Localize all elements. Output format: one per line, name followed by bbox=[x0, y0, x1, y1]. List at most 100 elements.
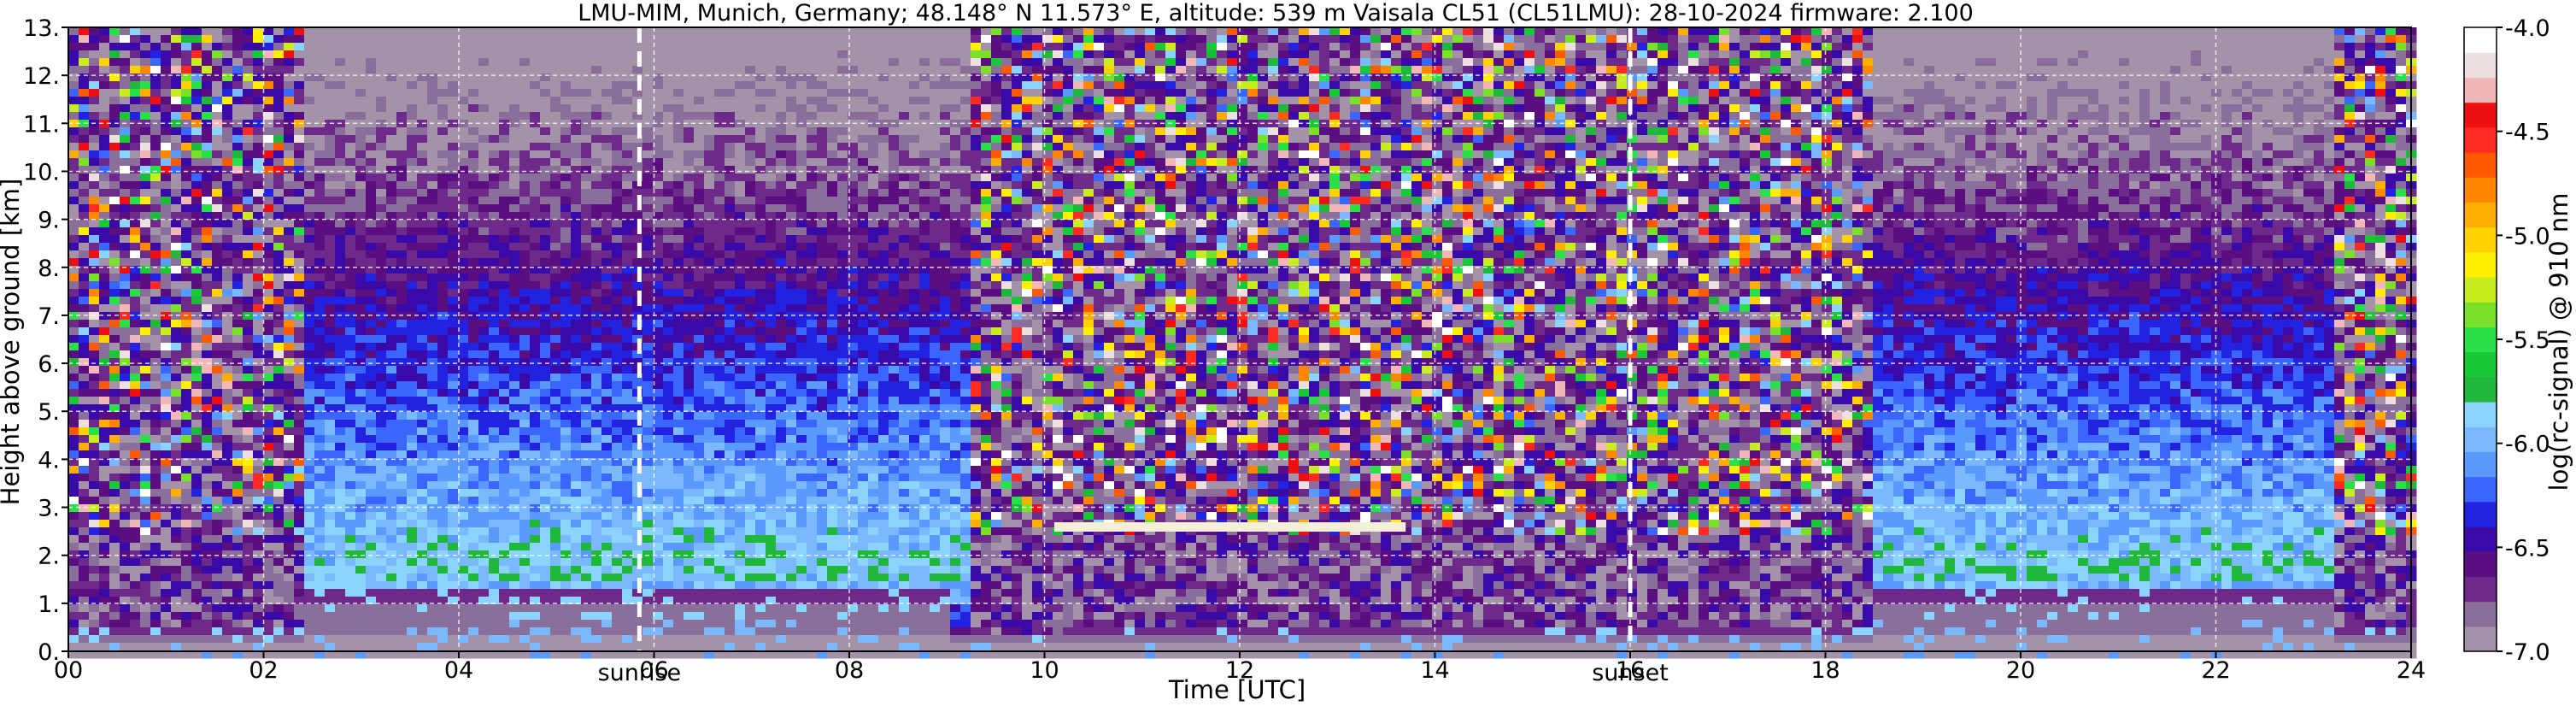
heatmap-cell bbox=[622, 558, 633, 567]
heatmap-cell bbox=[643, 50, 654, 59]
heatmap-cell bbox=[325, 643, 336, 651]
heatmap-cell bbox=[427, 289, 438, 297]
heatmap-cell bbox=[530, 220, 541, 228]
heatmap-cell bbox=[181, 366, 192, 374]
heatmap-cell bbox=[99, 358, 110, 367]
heatmap-cell bbox=[386, 404, 397, 413]
heatmap-cell bbox=[130, 427, 141, 436]
heatmap-cell bbox=[509, 212, 520, 221]
heatmap-cell bbox=[273, 35, 285, 44]
heatmap-cell bbox=[253, 612, 264, 621]
heatmap-cell bbox=[150, 89, 161, 97]
heatmap-cell bbox=[663, 289, 674, 297]
heatmap-cell bbox=[396, 112, 408, 121]
heatmap-cell bbox=[273, 297, 285, 305]
heatmap-cell bbox=[417, 174, 428, 182]
heatmap-cell bbox=[120, 297, 131, 305]
heatmap-cell bbox=[396, 543, 408, 551]
heatmap-cell bbox=[550, 281, 561, 290]
heatmap-cell bbox=[109, 381, 120, 390]
heatmap-cell bbox=[550, 266, 561, 274]
heatmap-cell bbox=[325, 174, 336, 182]
heatmap-cell bbox=[314, 89, 326, 97]
heatmap-cell bbox=[366, 504, 377, 513]
heatmap-cell bbox=[314, 520, 326, 528]
heatmap-cell bbox=[284, 474, 295, 482]
heatmap-cell bbox=[263, 304, 274, 313]
heatmap-cell bbox=[232, 435, 244, 444]
heatmap-cell bbox=[530, 466, 541, 474]
heatmap-cell bbox=[325, 97, 336, 105]
heatmap-cell bbox=[519, 335, 531, 344]
heatmap-cell bbox=[263, 358, 274, 367]
heatmap-cell bbox=[294, 189, 305, 197]
heatmap-cell bbox=[581, 327, 592, 336]
heatmap-cell bbox=[560, 381, 572, 390]
heatmap-cell bbox=[612, 50, 623, 59]
heatmap-cell bbox=[243, 650, 254, 659]
heatmap-cell bbox=[643, 458, 654, 467]
heatmap-cell bbox=[284, 327, 295, 336]
heatmap-cell bbox=[294, 643, 305, 651]
heatmap-cell bbox=[232, 597, 244, 605]
heatmap-cell bbox=[243, 597, 254, 605]
heatmap-cell bbox=[427, 427, 438, 436]
heatmap-cell bbox=[161, 112, 172, 121]
heatmap-cell bbox=[304, 74, 315, 82]
heatmap-cell bbox=[622, 220, 633, 228]
heatmap-cell bbox=[673, 420, 684, 428]
heatmap-cell bbox=[643, 127, 654, 136]
heatmap-cell bbox=[643, 89, 654, 97]
heatmap-cell bbox=[643, 504, 654, 513]
heatmap-cell bbox=[202, 612, 213, 621]
heatmap-cell bbox=[653, 250, 664, 259]
heatmap-cell bbox=[314, 550, 326, 559]
heatmap-cell bbox=[314, 374, 326, 382]
heatmap-cell bbox=[437, 427, 449, 436]
heatmap-cell bbox=[366, 35, 377, 44]
heatmap-cell bbox=[212, 504, 223, 513]
heatmap-cell bbox=[376, 174, 387, 182]
heatmap-cell bbox=[232, 366, 244, 374]
heatmap-cell bbox=[448, 427, 459, 436]
heatmap-cell bbox=[663, 612, 674, 621]
heatmap-cell bbox=[560, 66, 572, 74]
heatmap-cell bbox=[417, 266, 428, 274]
heatmap-cell bbox=[314, 250, 326, 259]
heatmap-cell bbox=[294, 197, 305, 205]
heatmap-cell bbox=[581, 527, 592, 536]
heatmap-cell bbox=[355, 258, 367, 267]
heatmap-cell bbox=[366, 212, 377, 221]
heatmap-cell bbox=[212, 420, 223, 428]
heatmap-cell bbox=[591, 120, 602, 128]
heatmap-cell bbox=[601, 604, 613, 613]
heatmap-cell bbox=[684, 104, 695, 113]
heatmap-cell bbox=[499, 327, 510, 336]
heatmap-cell bbox=[325, 474, 336, 482]
heatmap-cell bbox=[68, 450, 79, 459]
heatmap-cell bbox=[202, 627, 213, 636]
heatmap-cell bbox=[284, 335, 295, 344]
heatmap-cell bbox=[417, 474, 428, 482]
heatmap-cell bbox=[519, 174, 531, 182]
heatmap-cell bbox=[253, 58, 264, 67]
heatmap-cell bbox=[284, 227, 295, 236]
heatmap-cell bbox=[468, 304, 479, 313]
heatmap-cell bbox=[243, 512, 254, 521]
heatmap-cell bbox=[355, 620, 367, 628]
heatmap-cell bbox=[263, 181, 274, 190]
heatmap-cell bbox=[232, 320, 244, 328]
heatmap-cell bbox=[304, 35, 315, 44]
heatmap-cell bbox=[673, 404, 684, 413]
heatmap-cell bbox=[79, 450, 90, 459]
heatmap-cell bbox=[263, 489, 274, 497]
heatmap-cell bbox=[571, 289, 582, 297]
heatmap-cell bbox=[591, 220, 602, 228]
heatmap-cell bbox=[499, 166, 510, 174]
heatmap-cell bbox=[212, 597, 223, 605]
heatmap-cell bbox=[663, 204, 674, 213]
heatmap-cell bbox=[581, 620, 592, 628]
heatmap-cell bbox=[581, 550, 592, 559]
heatmap-cell bbox=[550, 558, 561, 567]
heatmap-cell bbox=[448, 135, 459, 144]
